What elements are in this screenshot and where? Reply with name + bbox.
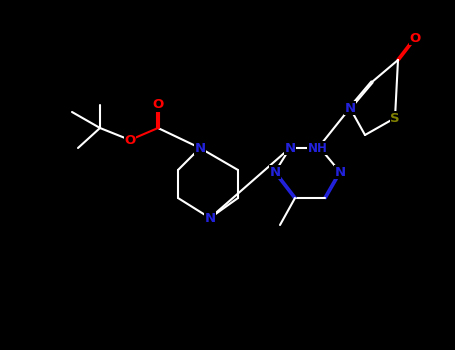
Text: N: N xyxy=(314,141,326,154)
Text: N: N xyxy=(344,102,355,114)
Text: N: N xyxy=(284,141,296,154)
Text: N: N xyxy=(334,166,345,178)
Text: S: S xyxy=(390,112,400,125)
Text: N: N xyxy=(204,211,216,224)
Text: NH: NH xyxy=(308,141,328,154)
Text: O: O xyxy=(152,98,164,112)
Text: O: O xyxy=(124,133,136,147)
Text: O: O xyxy=(410,32,420,44)
Text: N: N xyxy=(194,141,206,154)
Text: N: N xyxy=(269,166,281,178)
